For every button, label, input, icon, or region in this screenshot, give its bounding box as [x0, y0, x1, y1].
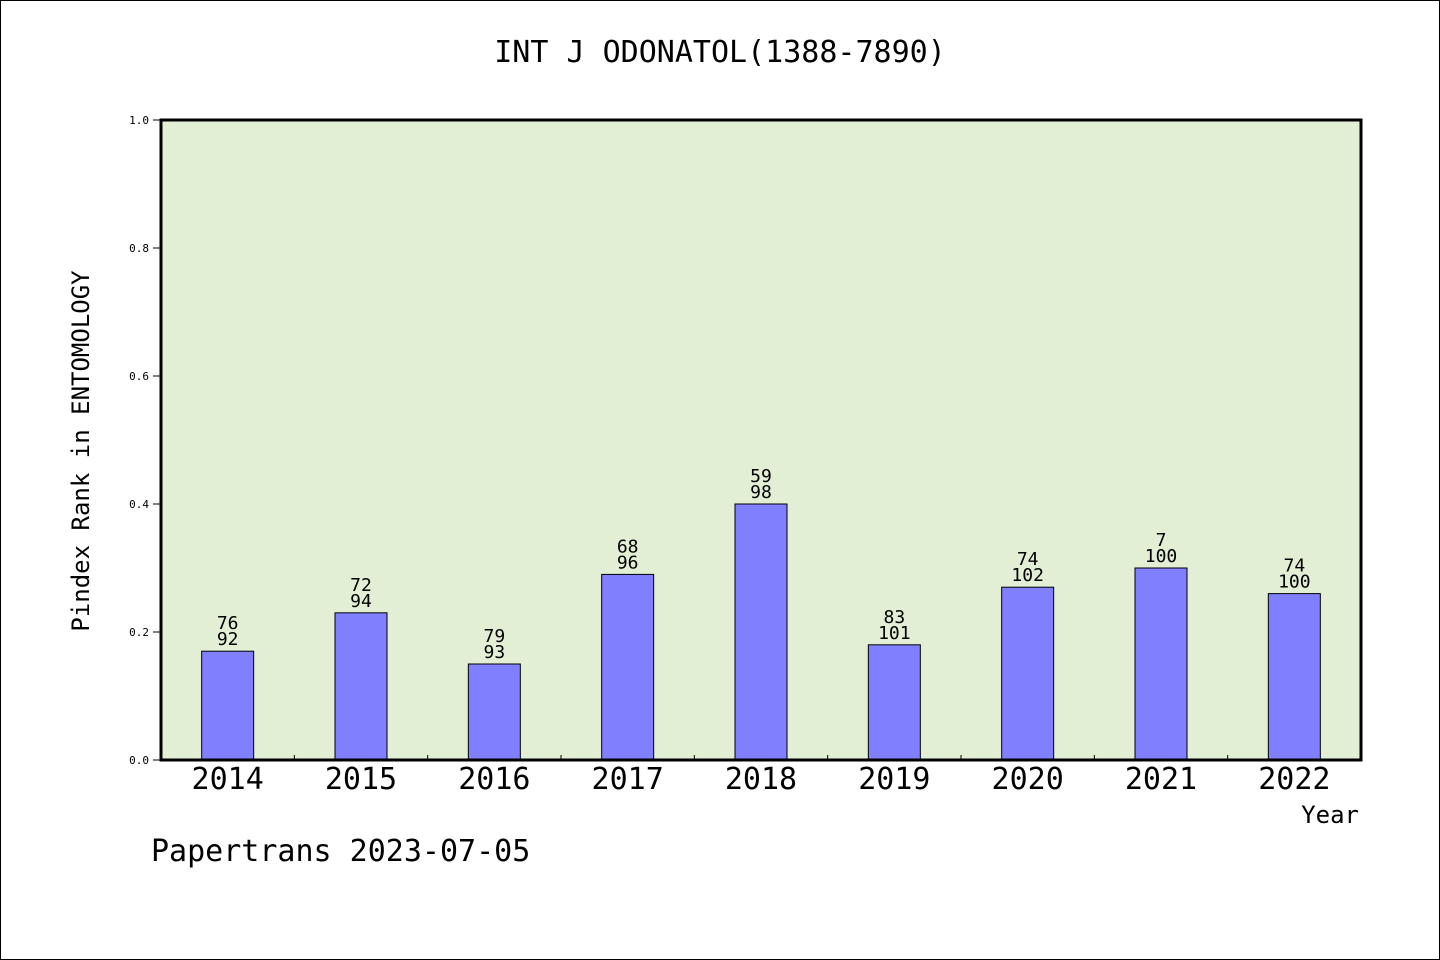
x-tick-label: 2014: [192, 762, 264, 797]
bar: [867, 644, 921, 761]
x-tick-label: 2018: [725, 762, 797, 797]
bar-total-label: 92: [217, 629, 239, 650]
y-tick-label: 0.2: [129, 626, 149, 639]
x-tick-label: 2015: [325, 762, 397, 797]
bar-rank-label: 72: [350, 575, 372, 596]
bar-total-label: 101: [878, 623, 911, 644]
y-tick-label: 0.6: [129, 370, 149, 383]
bar-total-label: 100: [1145, 546, 1178, 567]
x-tick-label: 2020: [992, 762, 1064, 797]
y-tick-label: 1.0: [129, 114, 149, 127]
bar: [467, 663, 521, 761]
x-tick-label: 2017: [592, 762, 664, 797]
bar-rank-label: 74: [1283, 556, 1305, 577]
bar: [601, 573, 655, 761]
bar-total-label: 94: [350, 591, 372, 612]
bar: [1267, 593, 1321, 761]
y-tick-label: 0.4: [129, 498, 149, 511]
bar: [334, 612, 388, 761]
bar-total-label: 98: [750, 482, 772, 503]
x-axis-label: Year: [1301, 801, 1359, 829]
x-tick-label: 2019: [858, 762, 930, 797]
x-tick-label: 2016: [458, 762, 530, 797]
y-tick-label: 0.8: [129, 242, 149, 255]
plot-border: [159, 118, 1363, 762]
bar-rank-label: 83: [883, 607, 905, 628]
bar-total-label: 100: [1278, 572, 1311, 593]
x-tick-label: 2021: [1125, 762, 1197, 797]
bar: [1134, 567, 1188, 761]
bar-rank-label: 68: [617, 536, 639, 557]
bar: [201, 650, 255, 761]
bar-rank-label: 74: [1017, 549, 1039, 570]
bar-total-label: 102: [1011, 565, 1044, 586]
bar-rank-label: 79: [483, 626, 505, 647]
y-tick-label: 0.0: [129, 754, 149, 767]
x-tick-label: 2022: [1258, 762, 1330, 797]
bar: [734, 503, 788, 761]
chart-title: INT J ODONATOL(1388-7890): [494, 35, 946, 70]
footer-credit: Papertrans 2023-07-05: [151, 834, 531, 869]
bar-total-label: 96: [617, 552, 639, 573]
bar-rank-label: 59: [750, 466, 772, 487]
bar: [1001, 586, 1055, 761]
bar-rank-label: 76: [217, 613, 239, 634]
bar-rank-label: 7: [1156, 530, 1167, 551]
bar-total-label: 93: [483, 642, 505, 663]
